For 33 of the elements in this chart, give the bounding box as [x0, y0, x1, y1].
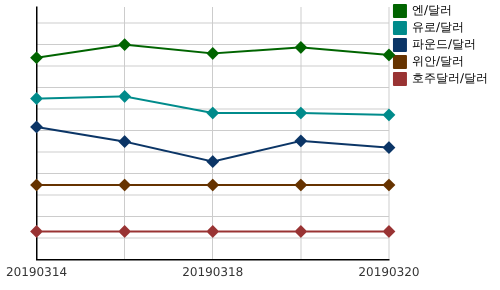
point [294, 225, 307, 238]
point [30, 92, 43, 105]
legend-label: 유로/달러 [412, 20, 464, 34]
point [294, 134, 307, 147]
point [118, 136, 131, 148]
point [294, 106, 307, 119]
x-tick-label: 20190314 [6, 264, 68, 279]
point [30, 225, 43, 238]
point [206, 225, 219, 238]
x-tick-label: 20190318 [182, 264, 244, 279]
point [118, 225, 131, 238]
legend-label: 호주달러/달러 [412, 71, 488, 86]
point [382, 142, 395, 154]
legend-label: 파운드/달러 [412, 37, 476, 52]
point [206, 47, 219, 60]
point [206, 156, 219, 168]
legend-label: 엔/달러 [412, 3, 452, 18]
point [118, 38, 131, 51]
point [30, 120, 43, 133]
point [118, 179, 131, 192]
point [30, 179, 43, 192]
point [382, 108, 395, 121]
point [118, 90, 131, 102]
point [294, 41, 307, 54]
point [30, 52, 43, 64]
point [206, 179, 219, 192]
legend-label: 위안/달러 [412, 54, 464, 68]
point [382, 48, 395, 61]
x-tick-label: 20190320 [358, 264, 420, 279]
point [294, 179, 307, 192]
point [382, 179, 395, 192]
point [206, 106, 219, 119]
point [382, 225, 395, 238]
